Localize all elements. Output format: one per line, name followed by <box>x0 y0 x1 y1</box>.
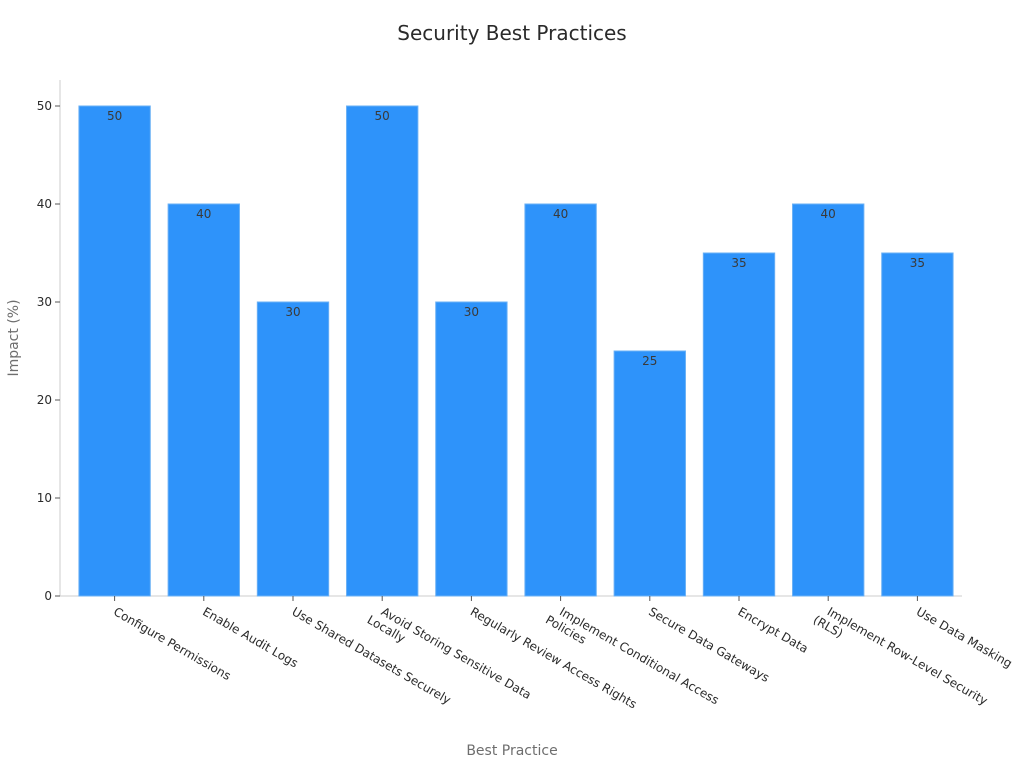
bar <box>881 252 954 597</box>
chart-title: Security Best Practices <box>397 21 626 45</box>
data-labels-group: 50 40 30 50 30 40 25 35 40 35 <box>107 109 925 368</box>
data-label: 35 <box>731 256 746 270</box>
y-tick-label: 20 <box>37 393 52 407</box>
bar <box>524 203 597 597</box>
y-tick-label: 30 <box>37 295 52 309</box>
data-label: 40 <box>553 207 568 221</box>
bar <box>435 301 508 597</box>
y-axis-ticks: 0 10 20 30 40 50 <box>37 99 60 603</box>
x-tick-label: Implement Row-Level Security(RLS) <box>811 600 990 720</box>
bar <box>346 105 419 597</box>
y-tick-label: 50 <box>37 99 52 113</box>
y-axis-title: Impact (%) <box>6 299 22 376</box>
bar <box>613 350 686 597</box>
bar <box>78 105 151 597</box>
data-label: 40 <box>196 207 211 221</box>
data-label: 40 <box>821 207 836 221</box>
bar <box>167 203 240 597</box>
x-tick-label: Encrypt Data <box>736 604 811 655</box>
data-label: 30 <box>285 305 300 319</box>
x-axis-title: Best Practice <box>466 743 557 759</box>
data-label: 25 <box>642 354 657 368</box>
y-tick-label: 0 <box>44 589 52 603</box>
bars-group <box>78 105 954 597</box>
data-label: 30 <box>464 305 479 319</box>
bar <box>702 252 776 597</box>
data-label: 50 <box>375 109 390 123</box>
bar <box>256 301 330 597</box>
y-tick-label: 10 <box>37 491 52 505</box>
data-label: 35 <box>910 256 925 270</box>
data-label: 50 <box>107 109 122 123</box>
y-tick-label: 40 <box>37 197 52 211</box>
bar <box>792 203 865 597</box>
